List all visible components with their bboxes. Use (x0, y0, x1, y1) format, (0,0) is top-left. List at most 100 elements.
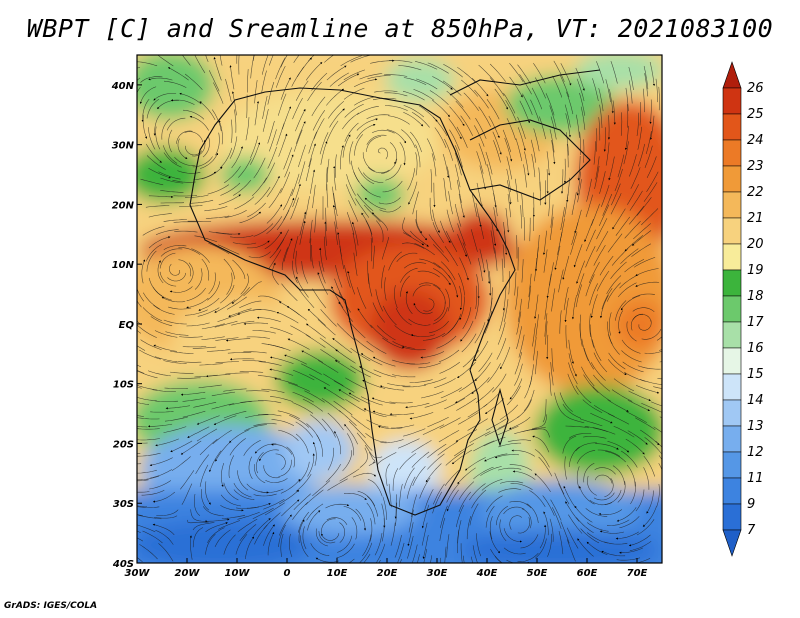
streamline (415, 219, 428, 241)
colorbar-label: 22 (747, 185, 764, 200)
colorbar-label: 16 (747, 341, 764, 356)
streamline (444, 246, 458, 267)
streamline (616, 507, 637, 522)
streamline (473, 440, 495, 452)
streamline (176, 130, 193, 144)
streamline (554, 245, 561, 270)
streamline (159, 252, 176, 269)
streamline (268, 129, 277, 152)
lon-tick-label: 30W (125, 568, 151, 579)
streamline (194, 268, 203, 290)
streamline (366, 136, 382, 152)
streamline (619, 274, 639, 289)
streamline (197, 307, 220, 317)
streamline (592, 427, 616, 435)
streamline (474, 296, 480, 320)
streamline (421, 391, 444, 399)
streamline (348, 392, 371, 405)
streamline (272, 262, 279, 285)
lon-tick-label: 20W (175, 568, 201, 579)
lon-tick-label: 0 (284, 568, 291, 579)
streamline (213, 415, 237, 425)
streamline (545, 93, 555, 116)
streamline (267, 344, 291, 351)
streamline (206, 373, 231, 378)
streamline (186, 322, 210, 327)
streamline (633, 223, 651, 240)
streamline (264, 502, 286, 516)
colorbar-swatch (722, 139, 742, 167)
streamline (630, 481, 636, 505)
streamline (531, 153, 536, 178)
streamline (430, 169, 432, 193)
streamline (596, 218, 608, 240)
streamline (161, 118, 171, 140)
streamline (323, 373, 344, 386)
streamline (184, 131, 204, 143)
streamline (618, 310, 624, 334)
streamline (609, 312, 612, 336)
streamline (590, 362, 606, 381)
streamline (490, 63, 506, 82)
streamline (310, 169, 316, 194)
streamline (239, 371, 264, 373)
streamline (359, 447, 368, 468)
streamline (438, 349, 460, 363)
streamline (304, 390, 325, 403)
streamline (524, 376, 533, 399)
streamline (152, 491, 175, 503)
streamline (503, 506, 525, 515)
streamline (213, 82, 224, 104)
streamline (240, 400, 264, 403)
streamline (224, 210, 247, 218)
colorbar-label: 19 (747, 263, 764, 278)
streamline (481, 479, 503, 491)
streamline (596, 61, 605, 84)
streamline (489, 77, 505, 97)
streamline (333, 380, 355, 393)
streamline (563, 287, 569, 311)
streamline (199, 101, 216, 121)
streamline (137, 452, 161, 457)
streamline (644, 437, 662, 454)
streamline (220, 284, 235, 304)
lon-tick-label: 30E (427, 568, 448, 579)
streamline (258, 400, 282, 404)
streamline (293, 493, 311, 510)
streamline (184, 73, 203, 90)
streamline (503, 299, 509, 323)
streamline (227, 352, 252, 354)
streamline (170, 440, 193, 453)
streamline (568, 433, 592, 439)
streamline (246, 502, 271, 509)
streamline (598, 117, 601, 141)
streamline (655, 78, 658, 103)
streamline (579, 485, 595, 505)
streamline (601, 184, 610, 207)
streamline (408, 181, 418, 205)
streamline (403, 262, 427, 269)
streamline (208, 272, 216, 295)
streamline (193, 402, 217, 408)
streamline (445, 230, 458, 253)
lat-tick-label: 20S (113, 439, 134, 450)
colorbar-swatch (722, 347, 742, 375)
streamline (637, 126, 642, 150)
streamline (319, 132, 329, 155)
streamline (201, 336, 225, 340)
streamline (229, 438, 246, 456)
streamline (334, 278, 345, 301)
streamline (562, 413, 585, 424)
streamline (193, 171, 217, 181)
streamline (198, 384, 222, 389)
streamline (357, 490, 376, 507)
streamline (440, 505, 448, 529)
streamline (312, 441, 317, 466)
streamline (642, 506, 657, 527)
streamline (167, 272, 186, 282)
streamline (164, 416, 188, 422)
streamline (250, 55, 255, 79)
streamline (324, 221, 327, 246)
streamline (509, 76, 523, 98)
streamline (549, 372, 552, 396)
